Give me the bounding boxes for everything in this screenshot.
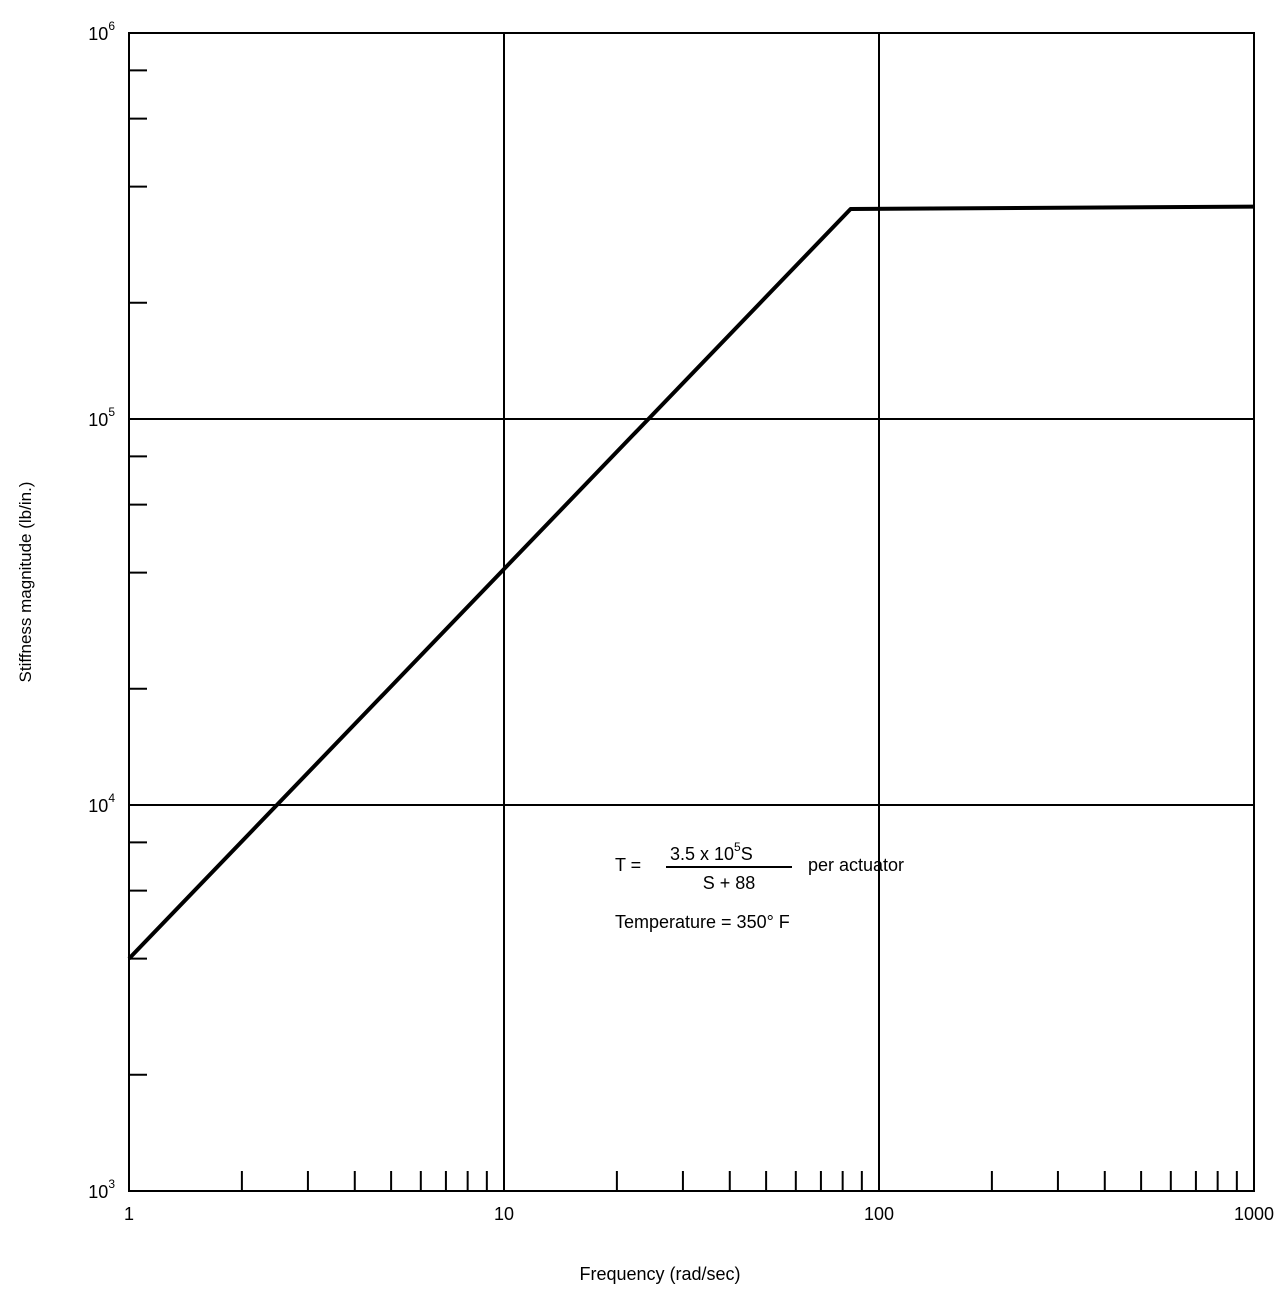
y-tick-base: 10 bbox=[88, 410, 108, 430]
y-tick-label-10-5: 105 bbox=[88, 405, 115, 430]
x-tick-label-1: 1 bbox=[124, 1204, 134, 1224]
x-axis-label: Frequency (rad/sec) bbox=[579, 1264, 740, 1284]
equation-numerator-variable: S bbox=[741, 844, 753, 864]
equation-suffix: per actuator bbox=[808, 855, 904, 875]
x-tick-label-1000: 1000 bbox=[1234, 1204, 1274, 1224]
y-tick-base: 10 bbox=[88, 1182, 108, 1202]
y-tick-base: 10 bbox=[88, 796, 108, 816]
x-tick-label-100: 100 bbox=[864, 1204, 894, 1224]
x-tick-label-10: 10 bbox=[494, 1204, 514, 1224]
y-tick-exponent: 3 bbox=[108, 1177, 115, 1191]
x-tick-labels: 1 10 100 1000 bbox=[124, 1204, 1274, 1224]
temperature-note: Temperature = 350° F bbox=[615, 912, 790, 932]
equation-numerator-base: 3.5 x 10 bbox=[670, 844, 734, 864]
equation-numerator: 3.5 x 105S bbox=[670, 840, 753, 864]
y-tick-exponent: 4 bbox=[108, 791, 115, 805]
series-layer bbox=[127, 204, 1255, 960]
y-tick-exponent: 6 bbox=[108, 19, 115, 33]
y-axis-label: Stiffness magnitude (lb/in.) bbox=[16, 482, 35, 683]
equation-denominator: S + 88 bbox=[703, 873, 756, 893]
plot-frame bbox=[128, 32, 1255, 1192]
y-tick-label-10-4: 104 bbox=[88, 791, 115, 816]
equation-lhs: T = bbox=[615, 855, 641, 875]
equation-annotation: T = 3.5 x 105S S + 88 per actuator Tempe… bbox=[615, 840, 904, 932]
y-tick-label-10-6: 106 bbox=[88, 19, 115, 44]
equation-numerator-exponent: 5 bbox=[734, 840, 741, 854]
series-line-0 bbox=[127, 204, 1255, 960]
y-tick-exponent: 5 bbox=[108, 405, 115, 419]
minor-ticks bbox=[129, 69, 1238, 1191]
y-tick-label-10-3: 103 bbox=[88, 1177, 115, 1202]
y-tick-base: 10 bbox=[88, 24, 108, 44]
